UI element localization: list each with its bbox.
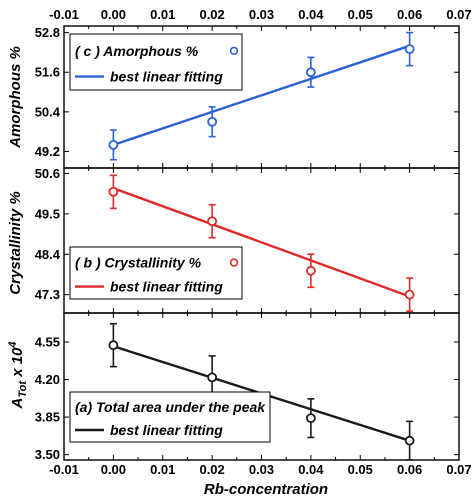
data-point <box>305 265 316 276</box>
bottom-x-tick-label: 0.01 <box>150 462 175 477</box>
y-tick-label: 47.3 <box>35 287 60 302</box>
data-point <box>404 289 415 300</box>
top-x-tick-label: 0.02 <box>199 7 224 22</box>
data-point <box>207 372 218 383</box>
data-point <box>108 139 119 150</box>
top-x-axis-ticks: -0.01 0.00 0.01 0.02 0.03 0.04 0.05 0.06 0.07 <box>49 7 471 22</box>
best-fit-line <box>112 187 411 298</box>
bottom-x-tick-label: 0.00 <box>101 462 126 477</box>
bottom-x-tick-label: 0.04 <box>298 462 324 477</box>
y-axis-label-total-area: ATot x 104 <box>7 341 29 409</box>
panel-c-amorphous: 49.2 50.4 51.6 52.8 ( c ) Amorphous % best li… <box>35 25 460 169</box>
legend-box <box>69 33 243 91</box>
top-x-tick-label: 0.05 <box>348 7 373 22</box>
top-x-tick-label: 0.01 <box>150 7 175 22</box>
data-point <box>108 340 119 351</box>
legend-entry-fit: best linear fitting <box>110 422 223 438</box>
legend: ( c ) Amorphous % best linear fitting <box>69 33 243 91</box>
data-point <box>404 44 415 55</box>
y-tick-label: 48.4 <box>35 247 61 262</box>
top-x-tick-label: 0.06 <box>397 7 422 22</box>
bottom-x-axis-ticks: -0.01 0.00 0.01 0.02 0.03 0.04 0.05 0.06 0.07 <box>49 462 471 477</box>
legend-box <box>69 391 271 443</box>
data-point <box>404 435 415 446</box>
legend-marker <box>229 258 239 267</box>
bottom-x-tick-label: -0.01 <box>49 462 79 477</box>
y-tick-label: 4.55 <box>35 334 60 349</box>
legend-marker <box>229 46 239 55</box>
legend-entry-points: ( c ) Amorphous % <box>75 43 199 59</box>
legend-entry-fit: best linear fitting <box>110 69 223 85</box>
top-x-tick-label: -0.01 <box>49 7 79 22</box>
top-x-tick-label: 0.00 <box>101 7 126 22</box>
panel-a-total-area: 3.50 3.85 4.20 4.55 (a) Total area under the… <box>35 312 460 462</box>
y-axis-label-crystallinity: Crystallinity % <box>7 191 24 294</box>
y-axis-label-total-area-text: ATot x 104 <box>7 341 29 409</box>
panel-b-crystallinity: 47.3 48.4 49.5 50.6 ( b ) Crystallinity % bes… <box>35 166 460 314</box>
data-point <box>305 413 316 424</box>
data-point <box>108 186 119 197</box>
y-tick-label: 52.8 <box>35 25 60 40</box>
y-tick-label: 51.6 <box>35 65 60 80</box>
legend-entry-points: ( b ) Crystallinity % <box>75 255 202 271</box>
y-tick-label: 3.50 <box>35 447 60 462</box>
bottom-x-tick-label: 0.07 <box>446 462 471 477</box>
legend: ( b ) Crystallinity % best linear fitting <box>69 246 243 300</box>
y-tick-label: 3.85 <box>35 410 60 425</box>
data-point <box>207 216 218 227</box>
y-tick-label: 50.4 <box>35 104 61 119</box>
y-axis-label-amorphous: Amorphous % <box>7 46 24 149</box>
y-tick-label: 50.6 <box>35 166 60 181</box>
data-point <box>207 116 218 127</box>
x-axis-label: Rb-concentration <box>204 481 328 498</box>
y-tick-label: 49.2 <box>35 144 60 159</box>
top-x-tick-label: 0.03 <box>249 7 274 22</box>
y-tick-label: 49.5 <box>35 206 60 221</box>
legend-entry-points: (a) Total area under the peak <box>75 399 266 415</box>
bottom-x-tick-label: 0.03 <box>249 462 274 477</box>
legend: (a) Total area under the peak best linear… <box>69 391 271 443</box>
bottom-x-tick-label: 0.05 <box>348 462 373 477</box>
data-point <box>305 67 316 78</box>
bottom-x-tick-label: 0.06 <box>397 462 422 477</box>
best-fit-line <box>112 44 411 147</box>
top-x-tick-label: 0.07 <box>446 7 471 22</box>
legend-entry-fit: best linear fitting <box>110 279 223 295</box>
top-x-tick-label: 0.04 <box>298 7 324 22</box>
legend-box <box>69 246 243 300</box>
y-tick-label: 4.20 <box>35 372 60 387</box>
bottom-x-tick-label: 0.02 <box>199 462 224 477</box>
